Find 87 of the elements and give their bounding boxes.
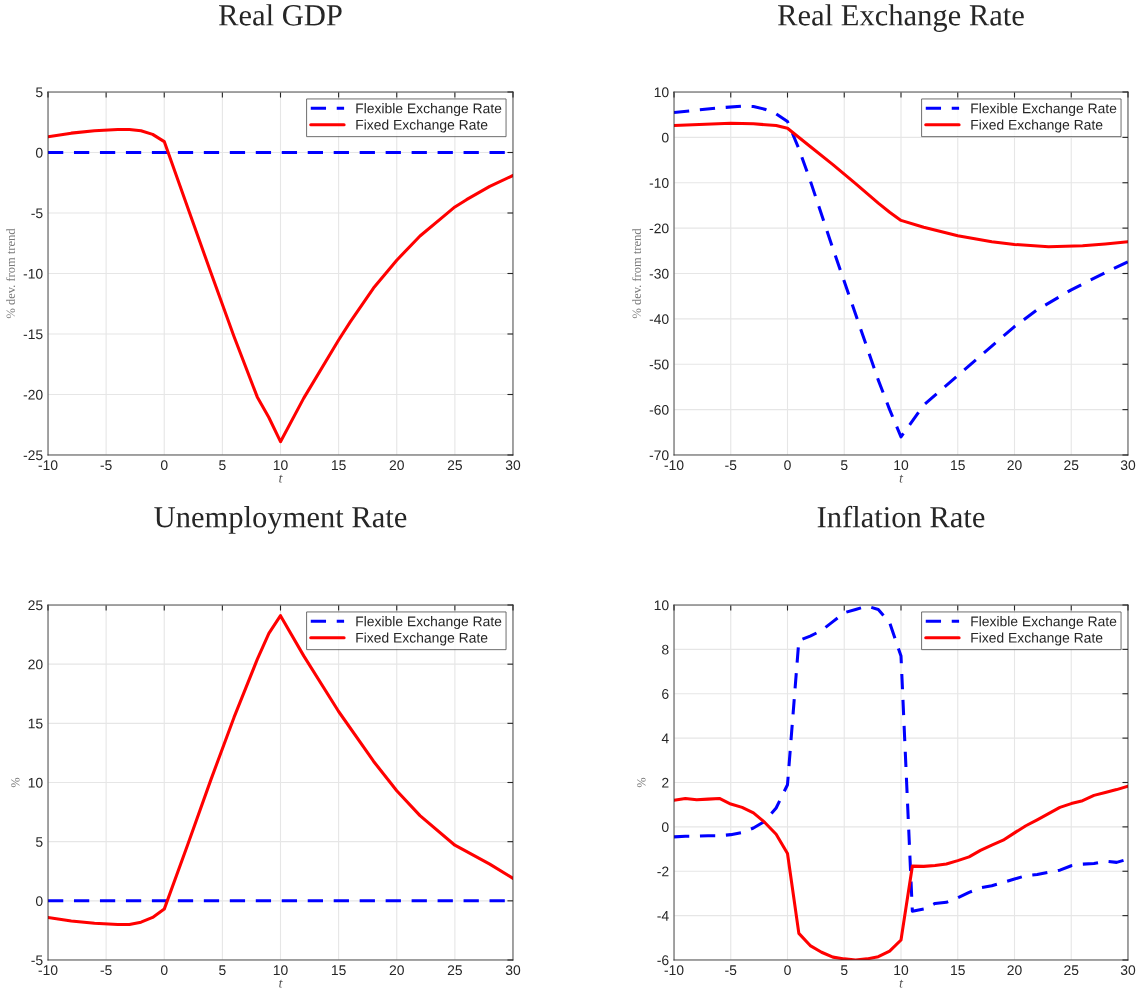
y-tick-label: 25 [28,600,43,611]
x-tick-label: 0 [160,460,168,471]
y-tick-label: -5 [31,955,43,966]
y-tick-label: -5 [31,208,43,219]
x-tick-label: 5 [219,460,226,471]
legend-label: Fixed Exchange Rate [356,632,488,646]
y-tick-label: -50 [649,359,669,370]
y-tick-label: 10 [654,87,669,98]
x-tick-label: 10 [273,460,288,471]
chart-title: Real GDP [219,4,342,26]
y-tick-label: 6 [662,689,669,699]
line-series [674,104,1128,439]
y-tick-label: 10 [28,777,43,788]
x-tick-label: 30 [1120,460,1136,471]
y-axis-title: % [637,777,646,788]
x-tick-label: -5 [100,460,112,471]
x-tick-label: 25 [447,965,463,976]
legend-label: Flexible Exchange Rate [356,616,502,630]
y-tick-label: 10 [654,600,669,611]
y-axis-title: % [11,777,20,788]
y-tick-label: -15 [23,329,43,340]
x-tick-label: 25 [1064,460,1079,471]
x-tick-label: 15 [331,965,346,976]
legend-label: Flexible Exchange Rate [971,103,1117,117]
x-tick-label: 20 [1007,965,1022,976]
x-tick-label: -5 [725,460,737,471]
x-tick-label: 20 [389,460,404,471]
y-tick-label: -25 [23,450,43,461]
y-axis-title: % dev. from trend [632,228,642,319]
x-tick-label: 5 [840,965,848,976]
y-tick-label: -20 [649,223,669,234]
y-tick-label: 0 [35,147,43,158]
x-tick-label: 10 [894,460,909,471]
legend-label: Flexible Exchange Rate [356,103,502,117]
x-tick-label: -5 [725,965,737,976]
y-tick-label: -4 [657,911,669,921]
y-tick-label: -40 [649,314,669,325]
y-tick-label: -10 [649,178,669,188]
x-tick-label: 15 [331,460,346,471]
x-axis-title: t [279,474,283,483]
x-axis-title: t [899,979,904,988]
x-tick-label: 20 [1007,460,1022,471]
x-tick-label: 25 [447,460,463,471]
y-tick-label: 5 [35,87,43,98]
y-tick-label: 0 [661,822,669,833]
x-tick-label: 25 [1064,965,1079,976]
legend-label: Fixed Exchange Rate [971,632,1103,646]
x-tick-label: 15 [951,965,965,976]
x-tick-label: 30 [1120,965,1136,976]
y-tick-label: -20 [23,389,43,400]
y-tick-label: -6 [657,955,669,966]
chart-title: Real Exchange Rate [778,4,1024,32]
legend-label: Fixed Exchange Rate [356,119,488,133]
x-axis-title: t [279,979,283,988]
y-tick-label: 5 [35,837,43,847]
legend-label: Flexible Exchange Rate [971,616,1117,630]
x-tick-label: 0 [160,965,168,976]
x-tick-label: 30 [505,965,521,976]
x-tick-label: 0 [784,460,791,471]
y-tick-label: -2 [657,866,669,877]
y-tick-label: -60 [649,404,669,415]
x-tick-label: 30 [505,460,521,471]
chart-title: Unemployment Rate [154,506,407,534]
chart-title: Inflation Rate [817,505,985,528]
x-tick-label: -5 [100,965,112,976]
y-tick-label: -10 [23,268,43,279]
legend-label: Fixed Exchange Rate [971,119,1103,133]
x-axis-title: t [899,474,904,483]
x-tick-label: 5 [219,965,226,976]
x-tick-label: 10 [894,965,909,976]
y-tick-label: 20 [28,659,43,670]
y-tick-label: -70 [649,450,669,461]
y-tick-label: 8 [662,644,669,655]
y-tick-label: -30 [649,268,669,279]
y-tick-label: 0 [35,896,43,906]
y-tick-label: 0 [661,132,669,143]
x-tick-label: 15 [951,460,965,471]
y-tick-label: 4 [661,733,669,744]
y-tick-label: 15 [28,718,43,729]
x-tick-label: 0 [784,965,791,976]
line-series [674,121,1128,249]
x-tick-label: 20 [389,965,404,976]
x-tick-label: 10 [273,965,288,976]
x-tick-label: 5 [840,460,848,471]
line-series [48,614,513,927]
y-axis-title: % dev. from trend [6,228,16,319]
y-tick-label: 2 [662,777,669,788]
